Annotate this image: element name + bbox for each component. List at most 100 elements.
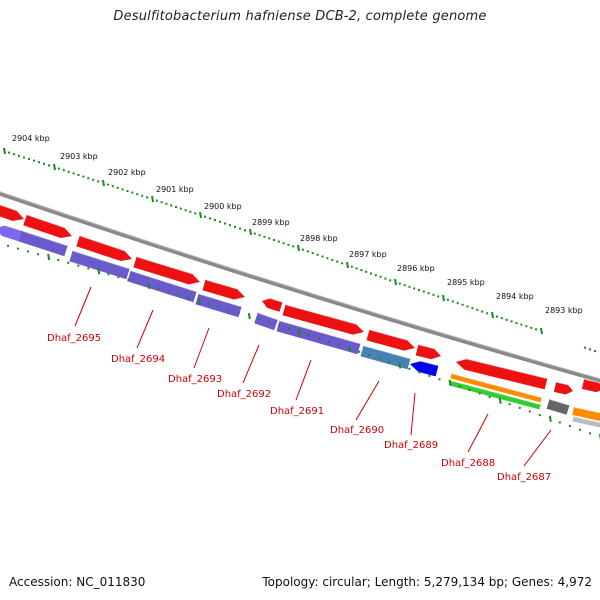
leader-line xyxy=(523,429,552,467)
gene-reverse-highlight xyxy=(73,250,129,270)
gene-reverse-highlight xyxy=(258,312,278,321)
minor-tick xyxy=(336,260,339,263)
inner-minor-tick xyxy=(318,337,321,340)
inner-minor-tick xyxy=(368,354,371,357)
gene-forward xyxy=(456,359,548,390)
inner-major-tick xyxy=(398,362,402,369)
gene-forward xyxy=(553,382,573,395)
inner-minor-tick xyxy=(257,318,260,321)
minor-tick xyxy=(476,308,479,311)
leader-line xyxy=(193,327,210,369)
major-tick xyxy=(442,294,445,302)
gene-reverse xyxy=(195,293,242,318)
ruler-label: 2903 kbp xyxy=(60,152,98,161)
minor-tick xyxy=(446,298,449,301)
minor-tick xyxy=(209,217,211,220)
minor-tick xyxy=(33,159,35,162)
minor-tick xyxy=(427,292,430,295)
inner-minor-tick xyxy=(207,302,210,305)
inner-minor-tick xyxy=(17,247,20,250)
gene-reverse xyxy=(18,230,68,257)
inner-minor-tick xyxy=(418,371,421,374)
inner-minor-tick xyxy=(578,428,581,431)
minor-tick xyxy=(306,250,309,253)
minor-tick xyxy=(126,190,129,192)
major-tick xyxy=(346,261,349,269)
inner-major-tick xyxy=(348,345,352,352)
inner-minor-tick xyxy=(77,264,80,267)
minor-tick xyxy=(179,207,182,210)
gene-features xyxy=(0,204,600,428)
leader-line xyxy=(74,286,92,327)
minor-tick xyxy=(165,202,168,205)
ruler-label: 2899 kbp xyxy=(252,218,290,227)
inner-minor-tick xyxy=(127,278,130,281)
minor-tick xyxy=(311,252,314,255)
inner-minor-tick xyxy=(428,374,431,377)
minor-tick xyxy=(160,201,163,204)
gene-reverse-highlight xyxy=(22,230,67,247)
inner-major-tick xyxy=(97,268,101,275)
inner-minor-tick xyxy=(107,273,110,276)
inner-minor-tick xyxy=(478,392,481,395)
gene-forward-highlight xyxy=(556,381,568,386)
minor-tick xyxy=(413,287,416,290)
minor-tick xyxy=(481,310,484,313)
minor-tick xyxy=(515,322,518,324)
inner-minor-tick xyxy=(388,360,391,363)
inner-major-tick xyxy=(197,297,201,304)
inner-major-tick xyxy=(247,312,251,320)
major-tick xyxy=(249,228,252,236)
leader-line xyxy=(355,380,380,421)
minor-tick xyxy=(456,302,459,305)
inner-minor-tick xyxy=(328,340,331,343)
major-tick xyxy=(53,163,56,171)
inner-minor-tick xyxy=(287,327,290,330)
minor-tick xyxy=(131,191,134,194)
minor-tick xyxy=(72,172,75,175)
feature-track-orange xyxy=(450,373,542,403)
minor-tick xyxy=(97,180,100,183)
inner-minor-tick xyxy=(7,244,10,247)
minor-tick xyxy=(505,318,508,321)
gene-forward xyxy=(133,256,200,285)
ruler-label: 2897 kbp xyxy=(349,250,387,259)
inner-minor-tick xyxy=(227,308,230,311)
minor-tick xyxy=(273,239,275,241)
genome-backbone-highlight xyxy=(0,191,600,380)
major-tick xyxy=(3,147,6,155)
minor-tick xyxy=(258,234,261,237)
gene-forward-highlight xyxy=(264,295,282,303)
minor-tick xyxy=(451,300,454,303)
gene-forward xyxy=(23,214,73,238)
minor-tick xyxy=(214,219,216,222)
inner-ticks xyxy=(7,244,600,441)
gene-reverse xyxy=(254,312,278,331)
minor-tick xyxy=(471,307,474,310)
minor-tick xyxy=(510,320,513,323)
inner-minor-tick xyxy=(308,334,311,337)
minor-tick xyxy=(594,350,596,353)
map-title: Desulfitobacterium hafniense DCB-2, comp… xyxy=(113,9,487,24)
minor-tick xyxy=(92,178,95,181)
gene-reverse xyxy=(69,250,130,280)
gene-reverse-highlight xyxy=(131,270,196,293)
gene-forward-highlight xyxy=(286,304,356,325)
minor-tick xyxy=(38,161,40,164)
minor-tick xyxy=(13,153,15,156)
accession-label: Accession: NC_011830 xyxy=(9,575,146,589)
minor-tick xyxy=(350,265,353,268)
inner-major-tick xyxy=(548,415,552,422)
minor-tick xyxy=(589,348,591,351)
gene-reverse xyxy=(572,407,600,422)
minor-tick xyxy=(461,303,464,306)
ruler-label: 2894 kbp xyxy=(496,292,534,301)
major-tick xyxy=(540,327,543,335)
gene-reverse xyxy=(572,416,600,428)
gene-forward-highlight xyxy=(584,378,599,383)
minor-tick xyxy=(77,174,80,176)
minor-tick xyxy=(184,209,187,212)
minor-tick xyxy=(82,175,85,178)
inner-minor-tick xyxy=(408,367,411,370)
gene-forward-highlight xyxy=(206,279,238,290)
